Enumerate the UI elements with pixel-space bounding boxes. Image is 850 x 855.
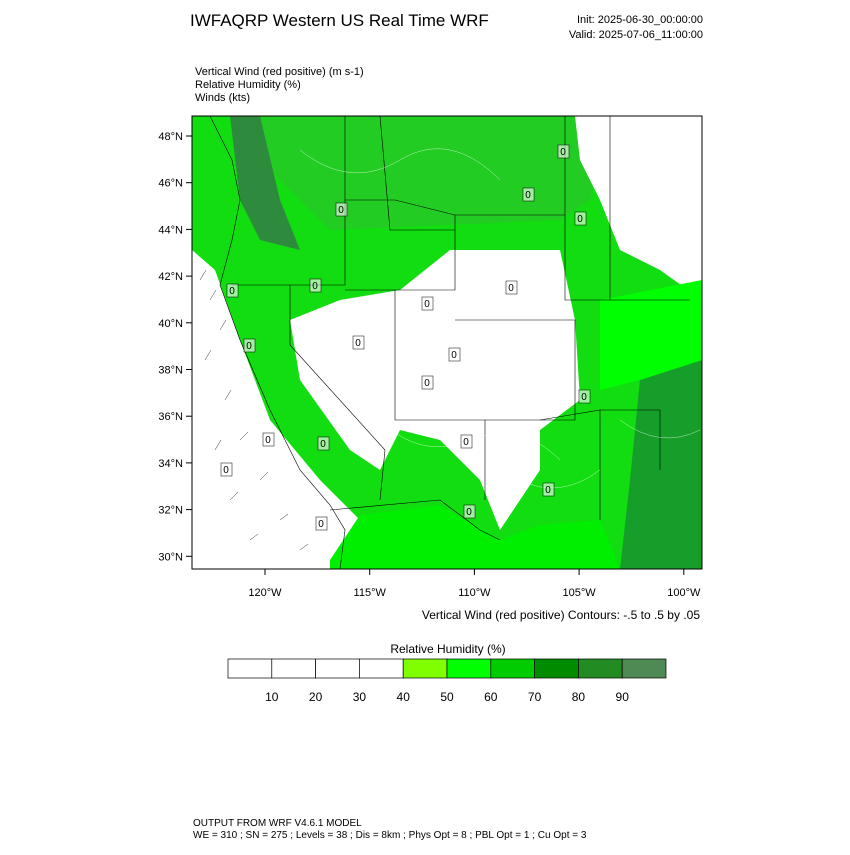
footer-line: WE = 310 ; SN = 275 ; Levels = 38 ; Dis …: [193, 830, 587, 841]
lat-label: 46°N: [158, 178, 183, 190]
contour-label-box: [421, 296, 434, 311]
ocean-area: [192, 250, 360, 569]
colorbar-tick-label: 40: [397, 690, 411, 704]
lon-label: 100°W: [667, 587, 701, 599]
field-label: Relative Humidity (%): [195, 79, 301, 91]
contour-label-box: [317, 436, 330, 451]
contour-label: 0: [451, 350, 457, 361]
humid-area: [230, 116, 300, 250]
contour-label-box: [578, 389, 591, 404]
lat-label: 48°N: [158, 131, 183, 143]
contour-label: 0: [318, 519, 324, 530]
map-frame: [191, 115, 703, 570]
humid-area: [620, 360, 702, 569]
colorbar-box: [271, 658, 316, 679]
humidity-field: [600, 280, 702, 390]
lat-label: 44°N: [158, 224, 183, 236]
colorbar-title: Relative Humidity (%): [390, 642, 505, 656]
contour-label-box: [315, 516, 328, 531]
colorbar-box: [490, 658, 535, 679]
contour-label-box: [421, 375, 434, 390]
valid-time: Valid: 2025-07-06_11:00:00: [569, 29, 703, 41]
state-borders: [209, 116, 690, 569]
contour-label: 0: [424, 378, 430, 389]
contour-label: 0: [246, 341, 252, 352]
contour-label: 0: [508, 283, 514, 294]
contour-label: 0: [577, 214, 583, 225]
colorbar-box: [534, 658, 579, 679]
contour-label-box: [226, 283, 239, 298]
contour-label-box: [335, 202, 348, 217]
colorbar-tick-label: 60: [484, 690, 498, 704]
contour-label: 0: [265, 435, 271, 446]
lon-label: 110°W: [458, 587, 491, 599]
init-time: Init: 2025-06-30_00:00:00: [577, 14, 703, 26]
colorbar-tick-label: 20: [309, 690, 323, 704]
contour-label: 0: [545, 485, 551, 496]
contour-label-box: [309, 278, 322, 293]
colorbar-box: [402, 658, 448, 679]
contour-label-box: [463, 504, 476, 519]
contour-label-box: [542, 482, 555, 497]
lat-label: 30°N: [158, 551, 183, 563]
colorbar-tick-label: 90: [616, 690, 630, 704]
contour-label: 0: [424, 299, 430, 310]
lat-label: 36°N: [158, 411, 183, 423]
contour-label: 0: [338, 205, 344, 216]
contour-label-box: [574, 211, 587, 226]
map: 0 0 0 0 0 0 0 0 0 0 0 0 0 0 0 0 0 0 0 0: [191, 115, 703, 570]
wind-barbs: [199, 269, 309, 551]
contour-label-box: [262, 432, 275, 447]
contour-note: Vertical Wind (red positive) Contours: -…: [422, 608, 700, 622]
colorbar-box: [578, 658, 623, 679]
colorbar-box: [446, 658, 492, 679]
colorbar-tick-label: 30: [353, 690, 367, 704]
colorbar-tick-label: 70: [528, 690, 542, 704]
lat-label: 38°N: [158, 365, 183, 377]
contour-label: 0: [560, 147, 566, 158]
lat-label: 42°N: [158, 271, 183, 283]
contour-label: 0: [463, 437, 469, 448]
colorbar-tick-label: 50: [440, 690, 454, 704]
lat-label: 40°N: [158, 318, 183, 330]
contour-label: 0: [466, 507, 472, 518]
contour-label: 0: [525, 190, 531, 201]
lon-label: 105°W: [563, 587, 597, 599]
contour-label-box: [352, 335, 365, 350]
contour-label-box: [448, 347, 461, 362]
contour-label-box: [220, 462, 233, 477]
humidity-field: [330, 505, 620, 569]
colorbar-box: [227, 658, 273, 679]
colorbar-box: [315, 658, 360, 679]
colorbar-tick-label: 80: [572, 690, 586, 704]
lon-label: 115°W: [354, 587, 387, 599]
lon-label: 120°W: [248, 587, 282, 599]
colorbar-box: [359, 658, 404, 679]
colorbar-box: [621, 658, 667, 679]
contour-label: 0: [223, 465, 229, 476]
contour-label-box: [243, 338, 256, 353]
footer-line: OUTPUT FROM WRF V4.6.1 MODEL: [193, 818, 362, 829]
dry-area: [575, 116, 702, 300]
contour-label-box: [522, 187, 535, 202]
contour-label: 0: [581, 392, 587, 403]
contour-label: 0: [355, 338, 361, 349]
lat-label: 32°N: [158, 505, 183, 517]
contour-label: 0: [312, 281, 318, 292]
colorbar-tick-label: 10: [265, 690, 279, 704]
contour-label-box: [460, 434, 473, 449]
lat-label: 34°N: [158, 458, 183, 470]
contour-label-box: [505, 280, 518, 295]
contour-label: 0: [229, 286, 235, 297]
field-label: Winds (kts): [195, 92, 250, 104]
title: IWFAQRP Western US Real Time WRF: [190, 11, 489, 30]
contour-label-box: [557, 144, 570, 159]
contour-label: 0: [320, 439, 326, 450]
field-label: Vertical Wind (red positive) (m s-1): [195, 66, 364, 78]
